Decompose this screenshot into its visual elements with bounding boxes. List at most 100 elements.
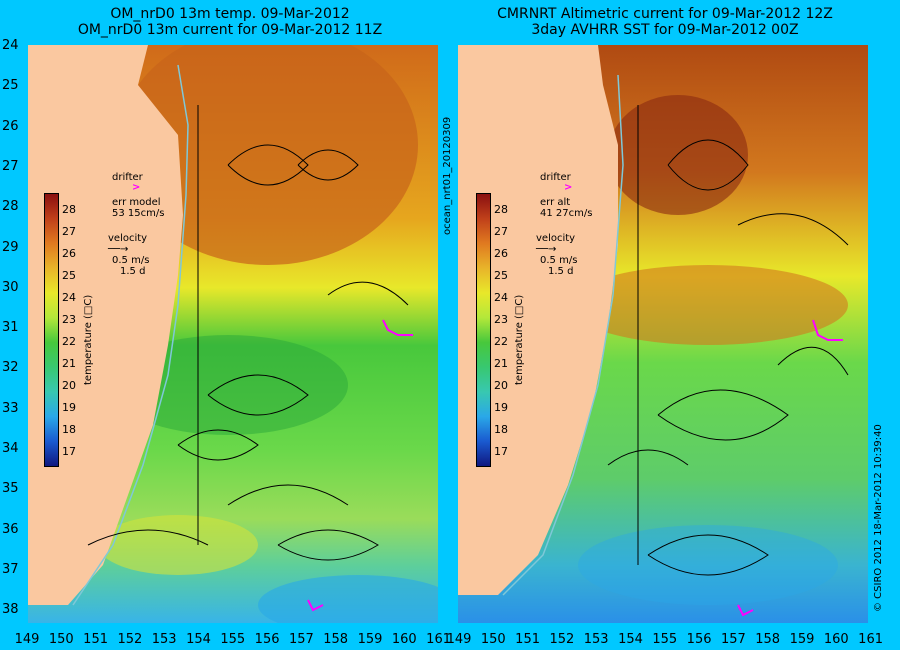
land-mask xyxy=(458,45,618,595)
latitude-tick-label: 31 xyxy=(2,320,19,336)
longitude-tick-label: 160 xyxy=(823,632,849,647)
colorbar-tick-label: 24 xyxy=(494,291,508,304)
right-legend: drifter > err alt 41 27cm/s velocity ──→… xyxy=(536,172,630,277)
latitude-tick-label: 35 xyxy=(2,481,19,497)
left-colorbar: 28 27 26 25 24 23 22 21 20 19 18 17 xyxy=(44,193,76,467)
longitude-tick-label: 160 xyxy=(391,632,417,647)
colorbar-tick-label: 21 xyxy=(494,357,508,370)
colorbar-tick-label: 27 xyxy=(494,225,508,238)
longitude-tick-label: 158 xyxy=(323,632,349,647)
drifter-symbol-icon: > xyxy=(564,182,573,193)
latitude-tick-label: 27 xyxy=(2,158,19,174)
drifter-track xyxy=(737,319,843,617)
err-label: err alt xyxy=(540,197,571,208)
colorbar-tick-label: 28 xyxy=(494,203,508,216)
longitude-tick-label: 158 xyxy=(755,632,781,647)
colorbar-tick-label: 23 xyxy=(494,313,508,326)
colorbar-tick-label: 26 xyxy=(494,247,508,260)
left-panel-title: OM_nrD0 13m temp. 09-Mar-2012 OM_nrD0 13… xyxy=(40,6,420,38)
right-colorbar: 28 27 26 25 24 23 22 21 20 19 18 17 xyxy=(476,193,508,467)
land-mask xyxy=(28,45,183,605)
latitude-tick-label: 34 xyxy=(2,441,19,456)
latitude-tick-label: 32 xyxy=(2,360,19,376)
longitude-tick-label: 154 xyxy=(186,632,211,647)
longitude-tick-label: 156 xyxy=(686,632,712,647)
longitude-tick-label: 153 xyxy=(151,632,177,647)
longitude-tick-label: 157 xyxy=(288,632,314,647)
latitude-tick-label: 25 xyxy=(2,78,19,94)
colorbar-tick-label: 25 xyxy=(494,269,508,282)
longitude-tick-label: 151 xyxy=(515,632,540,647)
err-value: 53 15cm/s xyxy=(112,208,165,219)
longitude-tick-label: 159 xyxy=(357,632,383,647)
colorbar-gradient xyxy=(44,193,59,467)
colorbar-tick-label: 24 xyxy=(62,291,76,304)
colorbar-tick-label: 26 xyxy=(62,247,76,260)
run-id-label: ocean_nrt01_20120309 xyxy=(442,116,453,235)
colorbar-tick-label: 20 xyxy=(62,379,76,392)
colorbar-tick-label: 22 xyxy=(494,335,508,348)
latitude-tick-label: 38 xyxy=(2,602,19,618)
latitude-tick-label: 37 xyxy=(2,561,19,577)
longitude-tick-label: 152 xyxy=(549,632,575,647)
right-panel-title: CMRNRT Altimetric current for 09-Mar-201… xyxy=(455,6,875,38)
longitude-tick-label: 149 xyxy=(446,632,472,647)
velocity-arrow-icon: ──→ xyxy=(108,244,129,255)
longitude-tick-label: 153 xyxy=(583,632,609,647)
longitude-tick-label: 157 xyxy=(720,632,746,647)
right-title-line-2: 3day AVHRR SST for 09-Mar-2012 00Z xyxy=(531,22,799,38)
drifter-track xyxy=(307,319,413,612)
velocity-scale: 0.5 m/s xyxy=(112,255,150,266)
current-streamlines xyxy=(607,105,849,576)
longitude-tick-label: 161 xyxy=(426,632,451,647)
latitude-tick-label: 29 xyxy=(2,239,19,255)
current-streamlines xyxy=(87,105,409,561)
colorbar-tick-label: 18 xyxy=(62,423,76,436)
colorbar-tick-label: 22 xyxy=(62,335,76,348)
velocity-arrow-icon: ──→ xyxy=(536,244,557,255)
colorbar-tick-label: 21 xyxy=(62,357,76,370)
longitude-tick-label: 155 xyxy=(220,632,246,647)
colorbar-gradient xyxy=(476,193,491,467)
left-title-line-1: OM_nrD0 13m temp. 09-Mar-2012 xyxy=(110,6,350,22)
right-title-line-1: CMRNRT Altimetric current for 09-Mar-201… xyxy=(497,6,833,22)
latitude-tick-label: 30 xyxy=(2,279,19,295)
longitude-tick-label: 151 xyxy=(83,632,108,647)
longitude-tick-label: 152 xyxy=(117,632,143,647)
longitude-tick-label: 161 xyxy=(858,632,883,647)
velocity-label: velocity xyxy=(108,233,148,244)
left-map-svg xyxy=(28,45,438,623)
latitude-tick-label: 26 xyxy=(2,118,19,134)
latitude-tick-label: 33 xyxy=(2,400,19,416)
longitude-tick-label: 150 xyxy=(48,632,74,647)
right-map-svg xyxy=(458,45,868,623)
colorbar-tick-label: 20 xyxy=(494,379,508,392)
longitude-tick-label: 159 xyxy=(789,632,815,647)
drifter-label: drifter xyxy=(540,172,571,183)
left-map-panel xyxy=(28,45,438,623)
longitude-tick-label: 150 xyxy=(480,632,506,647)
longitude-tick-label: 155 xyxy=(652,632,678,647)
credit-label: © CSIRO 2012 18-Mar-2012 10:39:40 xyxy=(873,424,884,612)
latitude-tick-label: 24 xyxy=(2,38,19,53)
colorbar-tick-label: 25 xyxy=(62,269,76,282)
colorbar-tick-label: 19 xyxy=(494,401,508,414)
velocity-time: 1.5 d xyxy=(120,266,146,277)
colorbar-tick-label: 27 xyxy=(62,225,76,238)
left-legend: drifter > err model 53 15cm/s velocity ─… xyxy=(108,172,202,277)
err-label: err model xyxy=(112,197,161,208)
latitude-tick-label: 28 xyxy=(2,199,19,215)
velocity-time: 1.5 d xyxy=(548,266,574,277)
colorbar-tick-label: 17 xyxy=(494,445,508,458)
drifter-symbol-icon: > xyxy=(132,182,141,193)
colorbar-tick-label: 17 xyxy=(62,445,76,458)
longitude-tick-label: 149 xyxy=(14,632,40,647)
drifter-label: drifter xyxy=(112,172,143,183)
latitude-tick-label: 36 xyxy=(2,521,19,537)
err-value: 41 27cm/s xyxy=(540,208,593,219)
right-colorbar-label: temperature (□C) xyxy=(514,294,525,385)
colorbar-tick-label: 23 xyxy=(62,313,76,326)
colorbar-tick-label: 19 xyxy=(62,401,76,414)
velocity-scale: 0.5 m/s xyxy=(540,255,578,266)
left-title-line-2: OM_nrD0 13m current for 09-Mar-2012 11Z xyxy=(77,22,383,38)
